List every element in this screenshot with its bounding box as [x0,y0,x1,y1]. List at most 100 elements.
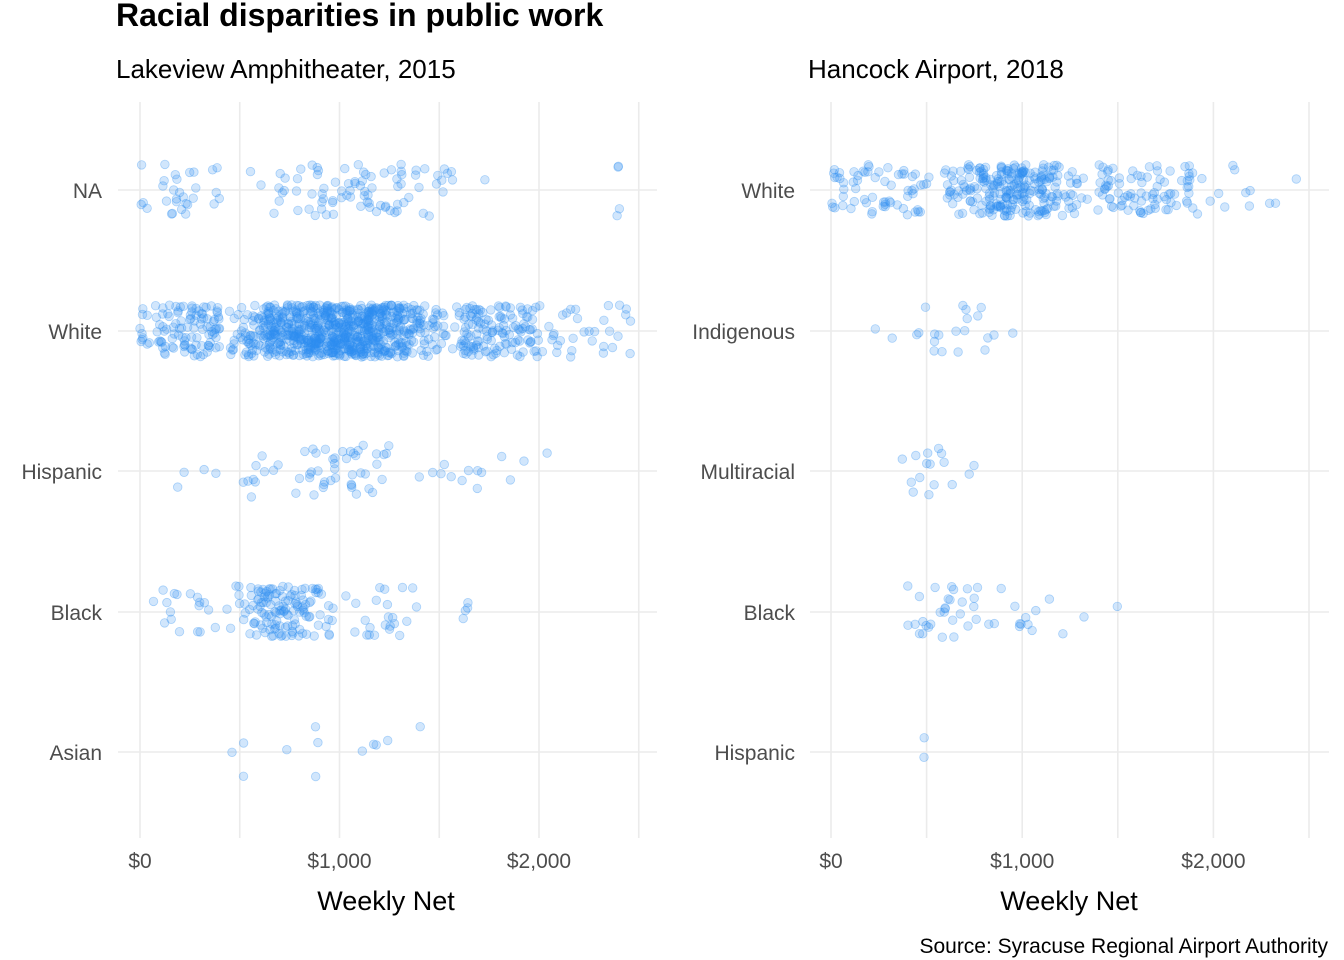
data-point-lakeview [319,477,330,487]
data-point-lakeview [364,309,375,320]
data-point-hancock [1053,191,1063,201]
data-point-lakeview [358,319,369,329]
data-point-hancock [912,330,922,340]
data-point-lakeview [414,472,425,482]
data-point-lakeview [507,337,518,348]
data-point-lakeview [331,320,341,330]
data-point-lakeview [278,327,288,337]
data-point-hancock [1135,207,1146,218]
data-point-hancock [1117,195,1127,206]
data-point-lakeview [397,308,408,319]
data-point-lakeview [377,474,387,485]
data-point-hancock [853,170,863,181]
data-point-hancock [980,162,991,173]
data-point-lakeview [515,336,525,346]
data-point-lakeview [366,171,376,182]
data-point-lakeview [323,315,333,326]
data-point-lakeview [332,322,342,333]
data-point-lakeview [270,322,280,332]
data-point-lakeview [259,467,270,477]
data-point-lakeview [380,346,390,356]
data-point-hancock [832,172,842,182]
data-point-lakeview [275,344,285,355]
data-point-lakeview [290,590,300,601]
data-point-lakeview [334,318,344,328]
data-point-hancock [893,169,904,180]
data-point-hancock [962,584,973,594]
data-point-lakeview [362,338,373,349]
data-point-lakeview [285,331,295,341]
data-point-hancock [941,165,951,175]
data-point-hancock [898,203,909,214]
data-point-lakeview [393,307,403,317]
data-point-lakeview [283,582,294,592]
data-point-lakeview [307,300,317,311]
data-point-lakeview [361,335,371,346]
data-point-lakeview [275,325,285,335]
data-point-lakeview [313,588,323,598]
data-point-lakeview [307,160,317,170]
data-point-lakeview [314,337,324,348]
data-point-hancock [838,200,848,211]
data-point-lakeview [306,320,316,330]
data-point-hancock [945,595,955,605]
data-point-lakeview [483,315,494,326]
data-point-lakeview [572,313,583,324]
data-point-lakeview [170,169,181,180]
data-point-lakeview [271,304,281,314]
data-point-hancock [1037,175,1047,185]
data-point-lakeview [463,347,473,357]
data-point-lakeview [375,308,385,319]
data-point-lakeview [282,745,292,755]
data-point-lakeview [294,326,304,337]
points-hancock [827,160,1302,763]
data-point-lakeview [361,308,372,319]
data-point-lakeview [402,616,412,627]
data-point-lakeview [258,333,269,344]
data-point-lakeview [264,590,275,600]
data-point-lakeview [343,336,353,346]
data-point-lakeview [264,312,275,322]
data-point-lakeview [261,302,272,312]
data-point-hancock [1020,612,1031,623]
data-point-hancock [954,209,964,219]
data-point-lakeview [393,181,403,192]
data-point-lakeview [327,348,337,358]
data-point-lakeview [138,333,148,343]
data-point-lakeview [166,614,176,625]
data-point-lakeview [136,160,147,170]
data-point-hancock [1050,182,1060,192]
data-point-lakeview [447,344,458,354]
data-point-lakeview [412,315,422,326]
data-point-hancock [995,201,1006,211]
data-point-lakeview [298,308,308,318]
data-point-lakeview [308,444,318,454]
data-point-hancock [1036,205,1046,216]
data-point-hancock [984,191,994,202]
data-point-lakeview [442,168,453,179]
data-point-lakeview [243,351,254,362]
data-point-lakeview [269,208,279,219]
data-point-lakeview [363,306,374,317]
data-point-lakeview [548,330,559,341]
data-point-lakeview [494,312,504,322]
data-point-hancock [989,180,999,190]
data-point-lakeview [409,300,419,311]
data-point-lakeview [365,312,375,323]
data-point-lakeview [234,581,244,592]
data-point-lakeview [418,208,429,219]
data-point-lakeview [367,333,378,343]
data-point-lakeview [313,466,323,476]
data-point-hancock [1044,594,1055,604]
data-point-hancock [1017,196,1028,207]
data-point-lakeview [492,345,502,356]
data-point-lakeview [336,319,347,330]
data-point-lakeview [172,482,183,492]
data-point-lakeview [291,488,301,498]
data-point-lakeview [231,581,241,591]
data-point-lakeview [254,313,264,323]
data-point-lakeview [269,300,280,310]
data-point-lakeview [274,306,284,316]
data-point-lakeview [242,336,252,347]
data-point-lakeview [225,623,236,634]
